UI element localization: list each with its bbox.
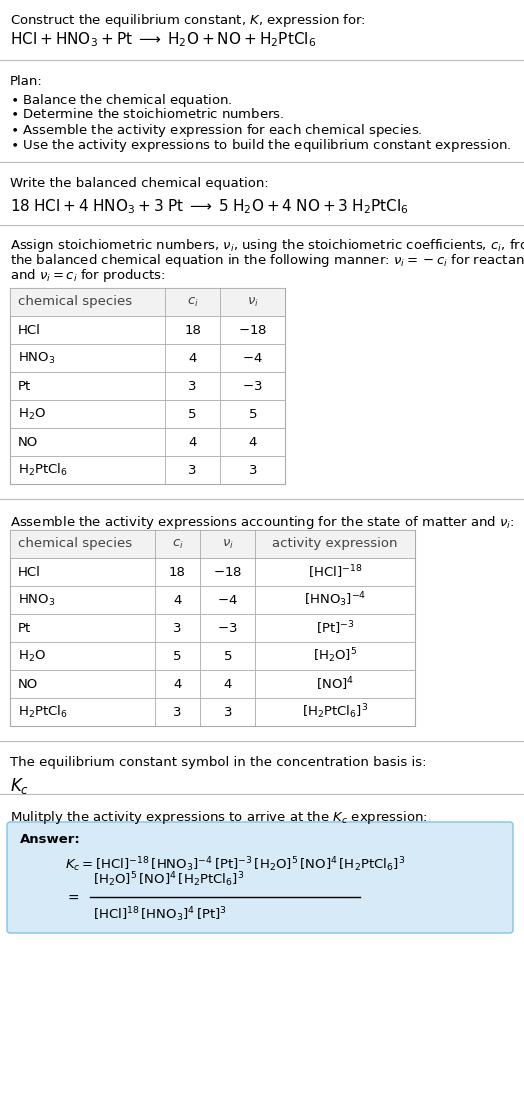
Text: $-3$: $-3$	[242, 379, 263, 392]
Text: $[\mathrm{NO}]^{4}$: $[\mathrm{NO}]^{4}$	[316, 675, 354, 692]
Text: $\bullet$ Use the activity expressions to build the equilibrium constant express: $\bullet$ Use the activity expressions t…	[10, 137, 511, 154]
Text: $[\mathrm{HCl}]^{18}\,[\mathrm{HNO_3}]^{4}\,[\mathrm{Pt}]^{3}$: $[\mathrm{HCl}]^{18}\,[\mathrm{HNO_3}]^{…	[93, 904, 227, 923]
Text: $\mathrm{H_2PtCl_6}$: $\mathrm{H_2PtCl_6}$	[18, 462, 68, 478]
Text: Answer:: Answer:	[20, 833, 81, 846]
Bar	[10, 288, 285, 484]
Text: $-18$: $-18$	[213, 566, 242, 578]
Text: 4: 4	[173, 677, 182, 690]
Text: 5: 5	[188, 408, 196, 421]
Text: $\nu_i$: $\nu_i$	[246, 296, 258, 309]
Text: Construct the equilibrium constant, $K$, expression for:: Construct the equilibrium constant, $K$,…	[10, 12, 366, 29]
Bar	[10, 530, 415, 726]
Text: 3: 3	[188, 379, 196, 392]
Text: $[\mathrm{H_2O}]^{5}\,[\mathrm{NO}]^{4}\,[\mathrm{H_2PtCl_6}]^{3}$: $[\mathrm{H_2O}]^{5}\,[\mathrm{NO}]^{4}\…	[93, 870, 244, 889]
Text: HCl: HCl	[18, 323, 41, 336]
Text: $\mathrm{HNO_3}$: $\mathrm{HNO_3}$	[18, 351, 56, 366]
Text: $-3$: $-3$	[217, 622, 238, 634]
Text: $\mathrm{H_2PtCl_6}$: $\mathrm{H_2PtCl_6}$	[18, 704, 68, 720]
Text: Plan:: Plan:	[10, 75, 43, 88]
Text: 3: 3	[173, 622, 182, 634]
Text: NO: NO	[18, 677, 38, 690]
Text: $K_c$: $K_c$	[10, 776, 29, 796]
Text: Write the balanced chemical equation:: Write the balanced chemical equation:	[10, 177, 269, 190]
Text: $[\mathrm{H_2PtCl_6}]^{3}$: $[\mathrm{H_2PtCl_6}]^{3}$	[302, 702, 368, 721]
Text: chemical species: chemical species	[18, 537, 132, 551]
Text: $[\mathrm{H_2O}]^{5}$: $[\mathrm{H_2O}]^{5}$	[313, 646, 357, 665]
Text: 5: 5	[173, 650, 182, 663]
Text: Assign stoichiometric numbers, $\nu_i$, using the stoichiometric coefficients, $: Assign stoichiometric numbers, $\nu_i$, …	[10, 237, 524, 254]
Text: $\mathrm{H_2O}$: $\mathrm{H_2O}$	[18, 407, 46, 422]
Text: $K_c = [\mathrm{HCl}]^{-18}$$\,[\mathrm{HNO_3}]^{-4}$$\,[\mathrm{Pt}]^{-3}$$\,[\: $K_c = [\mathrm{HCl}]^{-18}$$\,[\mathrm{…	[65, 855, 405, 874]
Text: Mulitply the activity expressions to arrive at the $K_c$ expression:: Mulitply the activity expressions to arr…	[10, 809, 428, 826]
Text: chemical species: chemical species	[18, 296, 132, 309]
Text: 4: 4	[188, 352, 196, 365]
Bar	[10, 530, 415, 558]
Text: 3: 3	[188, 464, 196, 477]
Text: 4: 4	[173, 593, 182, 607]
Text: $4$: $4$	[248, 435, 257, 448]
Text: HCl: HCl	[18, 566, 41, 578]
Text: 3: 3	[173, 706, 182, 719]
Text: $\nu_i$: $\nu_i$	[222, 537, 234, 551]
Text: $c_i$: $c_i$	[187, 296, 199, 309]
Text: $c_i$: $c_i$	[171, 537, 183, 551]
Text: 18: 18	[184, 323, 201, 336]
Text: $-4$: $-4$	[242, 352, 263, 365]
Text: $[\mathrm{HCl}]^{-18}$: $[\mathrm{HCl}]^{-18}$	[308, 563, 362, 580]
Text: $5$: $5$	[223, 650, 232, 663]
Text: 4: 4	[188, 435, 196, 448]
Text: $3$: $3$	[223, 706, 232, 719]
Text: $\bullet$ Balance the chemical equation.: $\bullet$ Balance the chemical equation.	[10, 92, 233, 109]
Text: $=$: $=$	[65, 890, 80, 904]
FancyBboxPatch shape	[7, 822, 513, 933]
Text: $[\mathrm{HNO_3}]^{-4}$: $[\mathrm{HNO_3}]^{-4}$	[304, 590, 366, 609]
Text: $\bullet$ Determine the stoichiometric numbers.: $\bullet$ Determine the stoichiometric n…	[10, 107, 285, 121]
Text: Pt: Pt	[18, 379, 31, 392]
Text: $\mathrm{HNO_3}$: $\mathrm{HNO_3}$	[18, 592, 56, 608]
Bar	[10, 288, 285, 317]
Text: 18: 18	[169, 566, 186, 578]
Text: $3$: $3$	[248, 464, 257, 477]
Text: $-4$: $-4$	[217, 593, 238, 607]
Text: activity expression: activity expression	[272, 537, 398, 551]
Text: $5$: $5$	[248, 408, 257, 421]
Text: and $\nu_i = c_i$ for products:: and $\nu_i = c_i$ for products:	[10, 267, 166, 284]
Text: $[\mathrm{Pt}]^{-3}$: $[\mathrm{Pt}]^{-3}$	[316, 619, 354, 636]
Text: the balanced chemical equation in the following manner: $\nu_i = -c_i$ for react: the balanced chemical equation in the fo…	[10, 252, 524, 269]
Text: Assemble the activity expressions accounting for the state of matter and $\nu_i$: Assemble the activity expressions accoun…	[10, 514, 515, 531]
Text: $\mathrm{HCl + HNO_3 + Pt \;\longrightarrow\; H_2O + NO + H_2PtCl_6}$: $\mathrm{HCl + HNO_3 + Pt \;\longrightar…	[10, 30, 316, 48]
Text: $\mathrm{H_2O}$: $\mathrm{H_2O}$	[18, 648, 46, 664]
Text: $-18$: $-18$	[238, 323, 267, 336]
Text: Pt: Pt	[18, 622, 31, 634]
Text: $\mathrm{18\; HCl + 4\; HNO_3 + 3\; Pt \;\longrightarrow\; 5\; H_2O + 4\; NO + 3: $\mathrm{18\; HCl + 4\; HNO_3 + 3\; Pt \…	[10, 197, 409, 215]
Text: $4$: $4$	[223, 677, 232, 690]
Text: $\bullet$ Assemble the activity expression for each chemical species.: $\bullet$ Assemble the activity expressi…	[10, 122, 423, 138]
Text: NO: NO	[18, 435, 38, 448]
Text: The equilibrium constant symbol in the concentration basis is:: The equilibrium constant symbol in the c…	[10, 756, 427, 769]
